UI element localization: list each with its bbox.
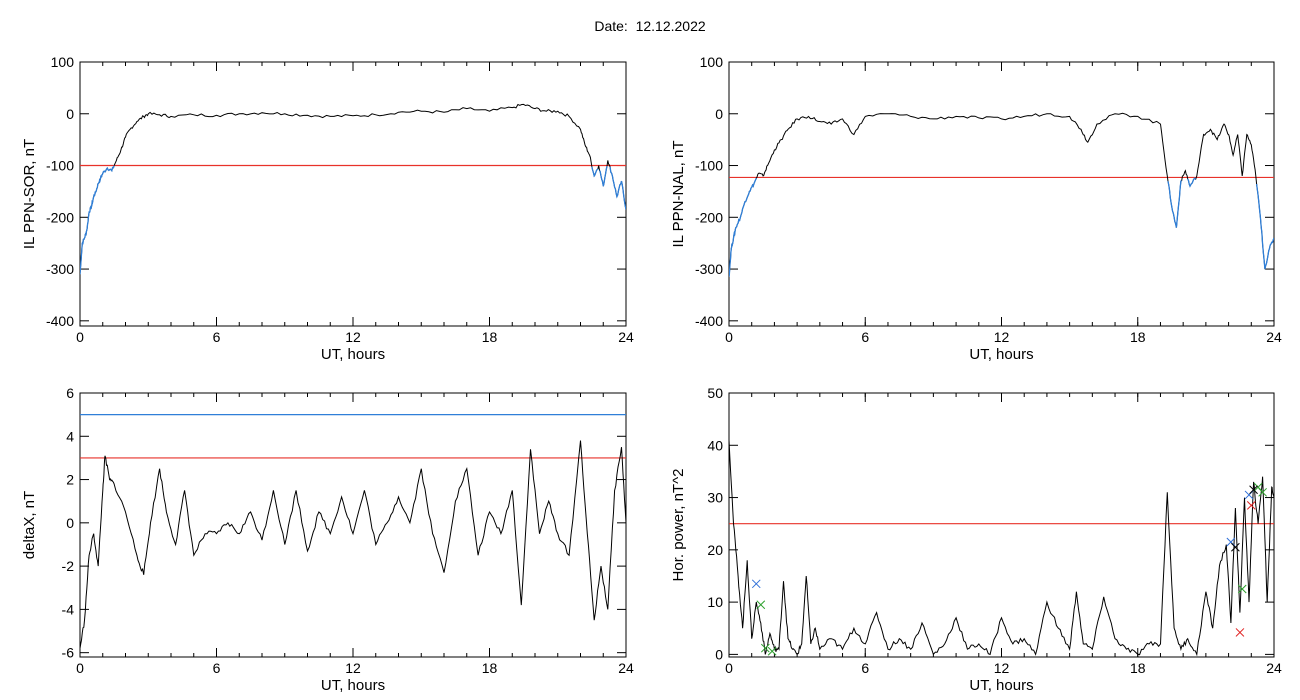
series-line: [729, 439, 1274, 657]
y-tick-label: -4: [62, 601, 75, 617]
y-tick-label: 0: [66, 106, 74, 122]
series-below-threshold: [609, 166, 626, 210]
y-tick-label: -6: [62, 645, 75, 661]
y-tick-label: -100: [46, 158, 74, 174]
y-tick-label: 40: [707, 437, 723, 453]
y-tick-label: 4: [66, 428, 74, 444]
y-tick-label: -300: [46, 261, 74, 277]
date-header: Date: 12.12.2022: [594, 18, 706, 34]
y-tick-label: 0: [715, 646, 723, 662]
y-tick-label: 0: [715, 106, 723, 122]
chart-panel-1: 0 6 12 18 24 -400 -300 -200 -100 0 100 UT, hours IL …: [21, 54, 634, 363]
x-tick-label: 12: [345, 660, 361, 676]
event-marker: [1249, 485, 1258, 495]
series-line: [80, 440, 626, 649]
x-tick-label: 18: [1130, 660, 1146, 676]
plot-frame: [79, 61, 627, 327]
series-line: [729, 112, 1274, 277]
y-tick-label: 30: [707, 490, 723, 506]
series-below-threshold: [1255, 183, 1274, 270]
y-axis-label: deltaX, nT: [21, 491, 38, 559]
x-tick-label: 6: [213, 329, 221, 345]
x-tick-label: 0: [725, 329, 733, 345]
y-tick-label: -400: [46, 313, 74, 329]
event-marker: [1258, 487, 1267, 497]
y-tick-label: -200: [695, 209, 723, 225]
x-tick-label: 24: [618, 329, 634, 345]
y-tick-label: -2: [62, 558, 75, 574]
event-marker: [1237, 584, 1247, 594]
y-tick-label: 50: [707, 385, 723, 401]
y-tick-label: 100: [700, 54, 724, 70]
event-marker: [756, 600, 766, 610]
plot-frame: [728, 61, 1275, 327]
x-tick-label: 24: [618, 660, 634, 676]
y-tick-label: 6: [66, 385, 74, 401]
chart-panel-2: 0 6 12 18 24 -400 -300 -200 -100 0 100 UT, hours IL …: [670, 54, 1282, 363]
y-axis-label: IL PPN-SOR, nT: [21, 139, 38, 249]
x-tick-label: 18: [482, 329, 498, 345]
x-axis-label: UT, hours: [969, 346, 1033, 363]
x-tick-label: 24: [1266, 660, 1282, 676]
x-tick-label: 12: [994, 329, 1010, 345]
x-tick-label: 12: [994, 660, 1010, 676]
event-marker: [1253, 482, 1263, 492]
x-tick-label: 0: [76, 329, 84, 345]
x-tick-label: 24: [1266, 329, 1282, 345]
event-marker: [751, 579, 761, 589]
series-below-threshold: [591, 166, 599, 178]
y-axis-label: Hor. power, nT^2: [670, 469, 687, 582]
event-marker: [767, 646, 777, 656]
y-tick-label: -300: [695, 261, 723, 277]
x-tick-label: 6: [213, 660, 221, 676]
y-tick-label: -400: [695, 313, 723, 329]
x-axis-label: UT, hours: [321, 677, 385, 694]
series-below-threshold: [729, 177, 757, 277]
event-marker: [1246, 501, 1256, 510]
x-tick-label: 0: [76, 660, 84, 676]
series-line: [80, 103, 626, 275]
y-tick-label: -100: [695, 158, 723, 174]
y-tick-label: -200: [46, 209, 74, 225]
plot-frame: [79, 392, 627, 658]
x-axis-label: UT, hours: [969, 677, 1033, 694]
x-tick-label: 12: [345, 329, 361, 345]
y-tick-label: 100: [51, 54, 75, 70]
y-tick-label: 20: [707, 542, 723, 558]
series-below-threshold: [1167, 180, 1182, 228]
x-tick-label: 0: [725, 660, 733, 676]
series-below-threshold: [80, 165, 115, 275]
x-tick-label: 18: [1130, 329, 1146, 345]
y-axis-label: IL PPN-NAL, nT: [670, 141, 687, 248]
event-marker: [1231, 542, 1240, 552]
series-below-threshold: [1187, 177, 1197, 188]
chart-panel-4: 0 6 12 18 24 0 10 20 30 40 50 UT, hours Hor. power, …: [670, 385, 1282, 694]
x-axis-label: UT, hours: [321, 346, 385, 363]
y-tick-label: 0: [66, 515, 74, 531]
x-tick-label: 6: [861, 329, 869, 345]
event-marker: [1235, 628, 1245, 637]
event-marker: [760, 643, 770, 653]
x-tick-label: 18: [482, 660, 498, 676]
event-marker: [1226, 537, 1236, 547]
y-tick-label: 2: [66, 472, 74, 488]
series-below-threshold: [598, 165, 608, 187]
y-tick-label: 10: [707, 594, 723, 610]
x-tick-label: 6: [861, 660, 869, 676]
